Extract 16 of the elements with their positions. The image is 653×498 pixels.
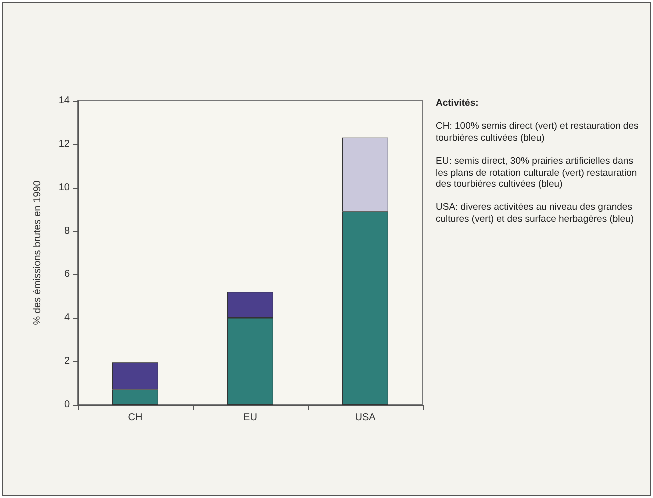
x-tick-label: USA: [355, 412, 376, 424]
text: CH: 100% semis direct (vert) et restauration des tourbières cultivées (bleu): [436, 120, 640, 145]
y-tick-label: 2: [64, 356, 70, 368]
x-tick-label: EU: [244, 412, 258, 424]
text: USA: diveres activitées au niveau des grandes cultures (vert) et des surface herbagères (bleu): [436, 202, 636, 226]
y-tick-label: 12: [58, 138, 70, 150]
y-axis-title: % des émissions brutes en 1990: [32, 180, 44, 326]
y-tick-label: 8: [64, 226, 70, 237]
x-tick-label: CH: [128, 412, 143, 424]
y-tick-label: 0: [64, 400, 70, 410]
y-tick-label: 14: [58, 96, 70, 106]
y-tick-label: 4: [64, 312, 70, 324]
y-tick-label: 6: [64, 269, 70, 280]
text: EU: semis direct, 30% prairies artificielles dans les plans de rotation culturale (vert) restauration des tourbières cultivées (bleu): [436, 156, 638, 192]
y-tick-label: 10: [58, 182, 70, 194]
text: Activités:: [436, 98, 480, 110]
